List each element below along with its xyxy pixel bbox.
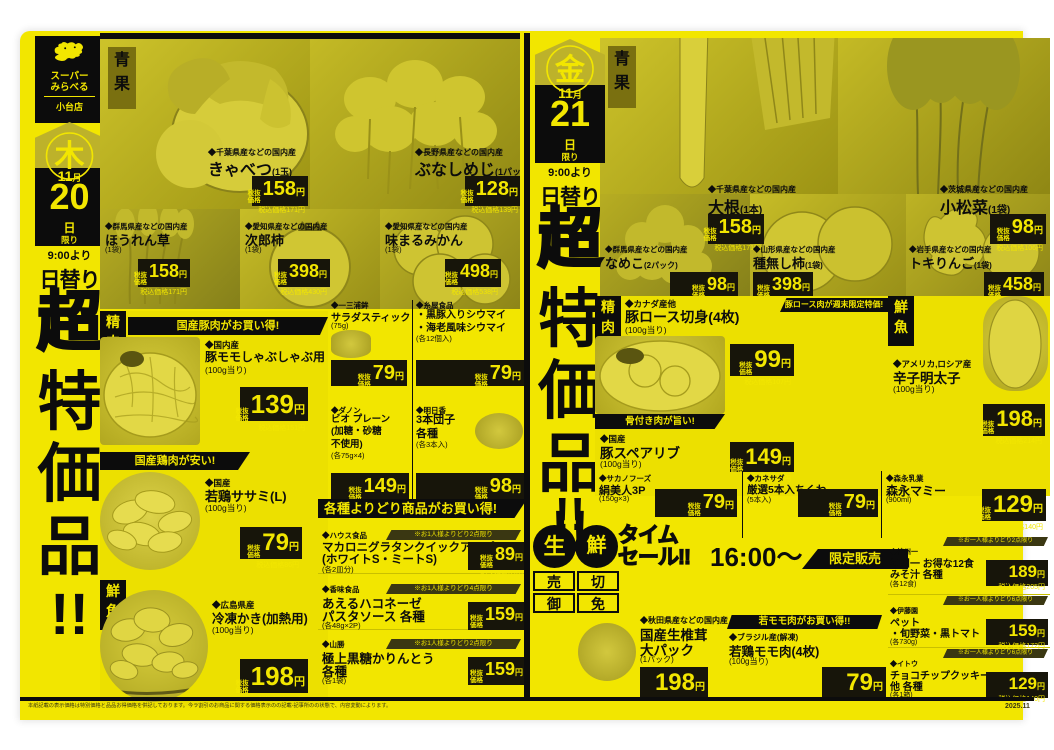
- svg-text:金: 金: [554, 53, 586, 87]
